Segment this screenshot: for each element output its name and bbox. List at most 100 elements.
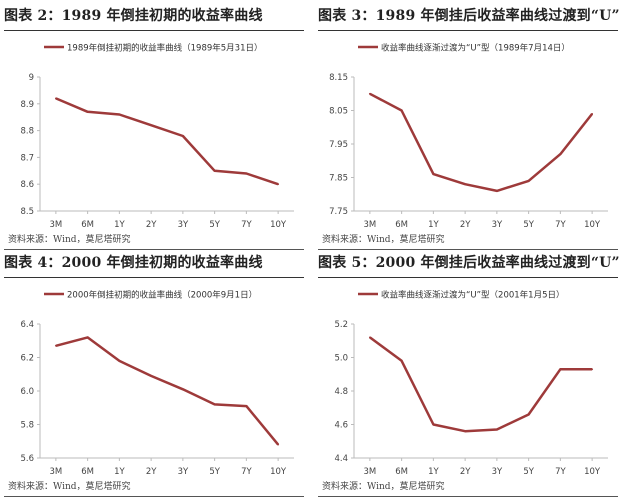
x-tick-label: 3M [364,220,377,230]
x-tick-label: 5Y [209,467,220,477]
y-tick-label: 5.6 [20,454,34,464]
x-tick-label: 3M [50,467,63,477]
y-tick-label: 8.05 [329,107,348,117]
source-rule [318,249,618,250]
legend: 2000年倒挂初期的收益率曲线（2000年9月1日） [44,290,257,301]
data-point [559,368,562,371]
series-line [369,336,593,433]
x-tick-label: 2Y [460,220,471,230]
legend-label: 收益率曲线逐渐过渡为“U”型（1989年7月14日） [381,43,570,54]
y-tick-label: 6.4 [20,320,34,330]
y-tick-label: 5.8 [20,421,34,431]
title-rule [318,277,618,278]
x-tick-label: 6M [81,467,94,477]
x-tick-label: 1Y [114,220,125,230]
legend: 收益率曲线逐渐过渡为“U”型（2001年1月5日） [358,290,564,301]
data-point [368,336,371,339]
legend-label: 1989年倒挂初期的收益率曲线（1989年5月31日） [67,43,263,54]
y-tick-label: 5.0 [334,354,348,364]
data-point [432,423,435,426]
chart-title: 图表 3：1989 年倒挂后收益率曲线过渡到“U”型 [318,8,620,24]
y-tick-label: 6.2 [20,354,34,364]
data-point [591,112,594,115]
chart-panel-4: 图表 5：2000 年倒挂后收益率曲线过渡到“U”型 收益率曲线逐渐过渡为“U”… [318,253,620,497]
chart-panel-2: 图表 3：1989 年倒挂后收益率曲线过渡到“U”型 收益率曲线逐渐过渡为“U”… [318,6,620,250]
data-point [368,92,371,95]
source-note: 资料来源：Wind，莫尼塔研究 [8,482,131,492]
y-tick-label: 9 [29,73,34,83]
data-point [495,190,498,192]
line-chart: 2000年倒挂初期的收益率曲线（2000年9月1日） 5.6 5.8 6.0 6.2 6.… [20,290,294,477]
title-rule [4,277,304,278]
data-point [118,113,121,116]
x-tick-label: 2Y [146,467,157,477]
data-point [54,97,57,100]
x-tick-label: 10Y [270,467,287,477]
x-tick-label: 1Y [428,467,439,477]
line-chart: 1989年倒挂初期的收益率曲线（1989年5月31日） 8.5 8.6 8.7 8.8 8… [20,43,294,230]
data-point [527,179,530,182]
x-tick-label: 1Y [428,220,439,230]
title-rule [318,30,618,31]
y-tick-label: 8.15 [329,73,348,83]
chart-title: 图表 5：2000 年倒挂后收益率曲线过渡到“U”型 [318,255,620,271]
chart-panel-3: 图表 4：2000 年倒挂初期的收益率曲线 2000年倒挂初期的收益率曲线（20… [4,253,304,497]
y-tick-label: 4.6 [334,421,348,431]
title-rule [4,30,304,31]
x-tick-label: 10Y [584,220,601,230]
data-point [464,183,467,186]
data-point [591,368,594,371]
series-line [55,97,279,186]
x-tick-label: 5Y [523,220,534,230]
y-tick-label: 6.0 [20,387,34,397]
data-point [181,388,184,391]
x-tick-label: 2Y [146,220,157,230]
x-tick-label: 5Y [209,220,220,230]
data-point [400,359,403,362]
source-rule [318,496,618,497]
y-tick-label: 5.2 [334,320,348,330]
data-point [495,428,498,431]
y-tick-label: 4.8 [334,387,348,397]
x-tick-label: 3Y [178,467,189,477]
y-tick-label: 8.6 [20,180,34,190]
x-tick-label: 3Y [178,220,189,230]
x-tick-label: 7Y [555,467,566,477]
x-tick-label: 6M [395,220,408,230]
x-tick-label: 3Y [492,467,503,477]
data-point [277,183,280,186]
data-point [559,153,562,155]
line-chart: 收益率曲线逐渐过渡为“U”型（1989年7月14日） 7.75 7.85 7.95 8.… [329,43,608,230]
x-tick-label: 3M [50,220,63,230]
legend: 1989年倒挂初期的收益率曲线（1989年5月31日） [44,43,263,54]
data-point [54,344,57,347]
legend: 收益率曲线逐渐过渡为“U”型（1989年7月14日） [358,43,570,54]
y-tick-label: 7.85 [329,174,348,184]
x-tick-label: 7Y [241,220,252,230]
series-line [55,336,280,446]
source-rule [4,496,304,497]
x-tick-label: 6M [81,220,94,230]
x-tick-label: 6M [395,467,408,477]
line-chart: 收益率曲线逐渐过渡为“U”型（2001年1月5日） 4.4 4.6 4.8 5.0 5.2… [334,290,608,477]
data-point [86,336,89,339]
data-point [181,135,184,137]
data-point [213,169,216,172]
data-point [464,430,467,433]
x-tick-label: 3M [364,467,377,477]
y-tick-label: 8.7 [20,153,34,163]
data-point [150,124,153,127]
series-line [369,92,594,193]
data-point [245,172,248,175]
x-tick-label: 10Y [584,467,601,477]
source-note: 资料来源：Wind，莫尼塔研究 [322,482,445,492]
chart-panel-1: 图表 2：1989 年倒挂初期的收益率曲线 1989年倒挂初期的收益率曲线（19… [4,6,304,250]
y-tick-label: 4.4 [334,454,348,464]
data-point [400,109,403,112]
x-tick-label: 7Y [555,220,566,230]
x-tick-label: 5Y [523,467,534,477]
data-point [432,173,435,176]
data-point [245,405,248,407]
data-point [277,443,280,446]
y-tick-label: 8.5 [20,207,34,217]
